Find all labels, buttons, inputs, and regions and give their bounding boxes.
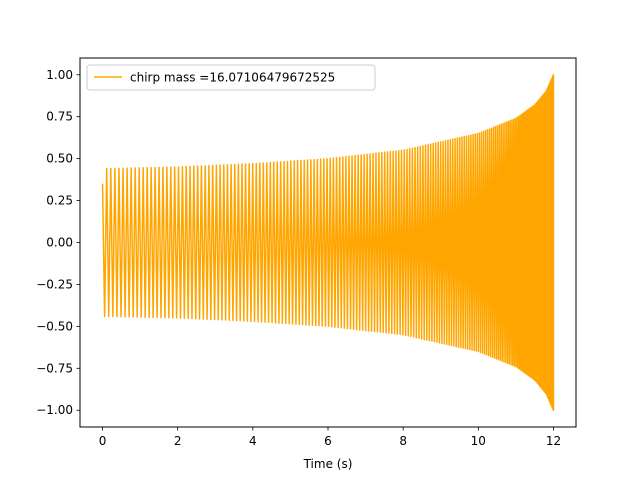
x-axis-label: Time (s) <box>303 457 353 471</box>
series-layer <box>101 74 555 411</box>
y-tick-label: 0.25 <box>46 194 73 208</box>
y-tick-label: 0.75 <box>46 110 73 124</box>
y-tick-label: −0.75 <box>36 361 73 375</box>
x-axis-ticks: 0 2 4 6 8 10 12 <box>99 427 561 448</box>
legend-box <box>86 64 376 91</box>
y-tick-label: −0.50 <box>36 319 73 333</box>
legend: chirp mass =16.07106479672525 <box>86 64 376 91</box>
x-tick-label: 8 <box>399 434 407 448</box>
y-tick-label: 1.00 <box>46 68 73 82</box>
x-tick-label: 10 <box>471 434 486 448</box>
x-tick-label: 0 <box>99 434 107 448</box>
y-tick-label: −0.25 <box>36 277 73 291</box>
x-tick-label: 2 <box>174 434 182 448</box>
y-axis-ticks: −1.00 −0.75 −0.50 −0.25 0.00 0.25 0.50 0.75 1.00 <box>36 68 80 417</box>
legend-label-chirp: chirp mass =16.07106479672525 <box>130 71 335 85</box>
x-tick-label: 6 <box>324 434 332 448</box>
y-tick-label: −1.00 <box>36 403 73 417</box>
y-tick-label: 0.00 <box>46 236 73 250</box>
y-tick-label: 0.50 <box>46 152 73 166</box>
series-line-chirp <box>101 74 555 411</box>
x-tick-label: 4 <box>249 434 257 448</box>
x-tick-label: 12 <box>546 434 561 448</box>
